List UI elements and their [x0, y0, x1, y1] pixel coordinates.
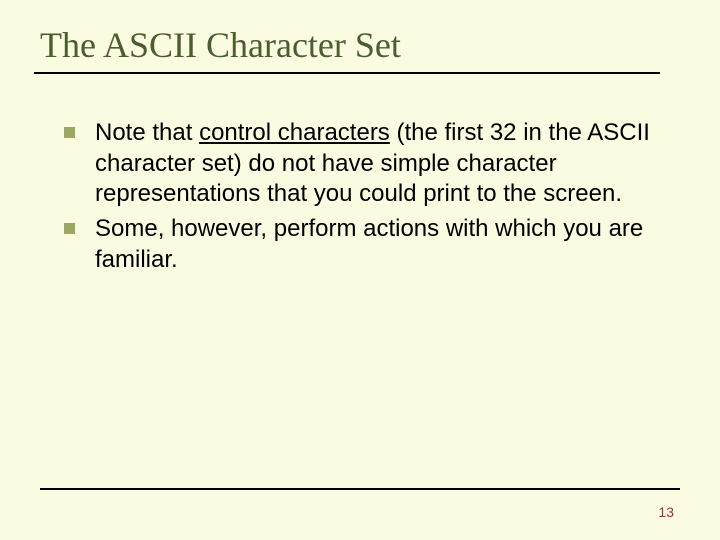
- bullet-item: Note that control characters (the first …: [64, 118, 680, 210]
- page-number: 13: [658, 504, 674, 520]
- slide-title: The ASCII Character Set: [40, 24, 680, 66]
- bullet-text-before: Note that: [95, 119, 199, 146]
- title-underline: [34, 72, 660, 74]
- bottom-rule: [40, 488, 680, 490]
- slide-container: The ASCII Character Set Note that contro…: [0, 0, 720, 540]
- bullet-square-icon: [64, 223, 75, 234]
- bullet-square-icon: [64, 127, 75, 138]
- bullet-text: Note that control characters (the first …: [95, 118, 655, 210]
- bullet-text-emph: control characters: [199, 119, 390, 146]
- bullet-text: Some, however, perform actions with whic…: [95, 214, 655, 275]
- bullet-list: Note that control characters (the first …: [40, 118, 680, 276]
- bullet-text-after: Some, however, perform actions with whic…: [95, 215, 643, 273]
- bullet-item: Some, however, perform actions with whic…: [64, 214, 680, 275]
